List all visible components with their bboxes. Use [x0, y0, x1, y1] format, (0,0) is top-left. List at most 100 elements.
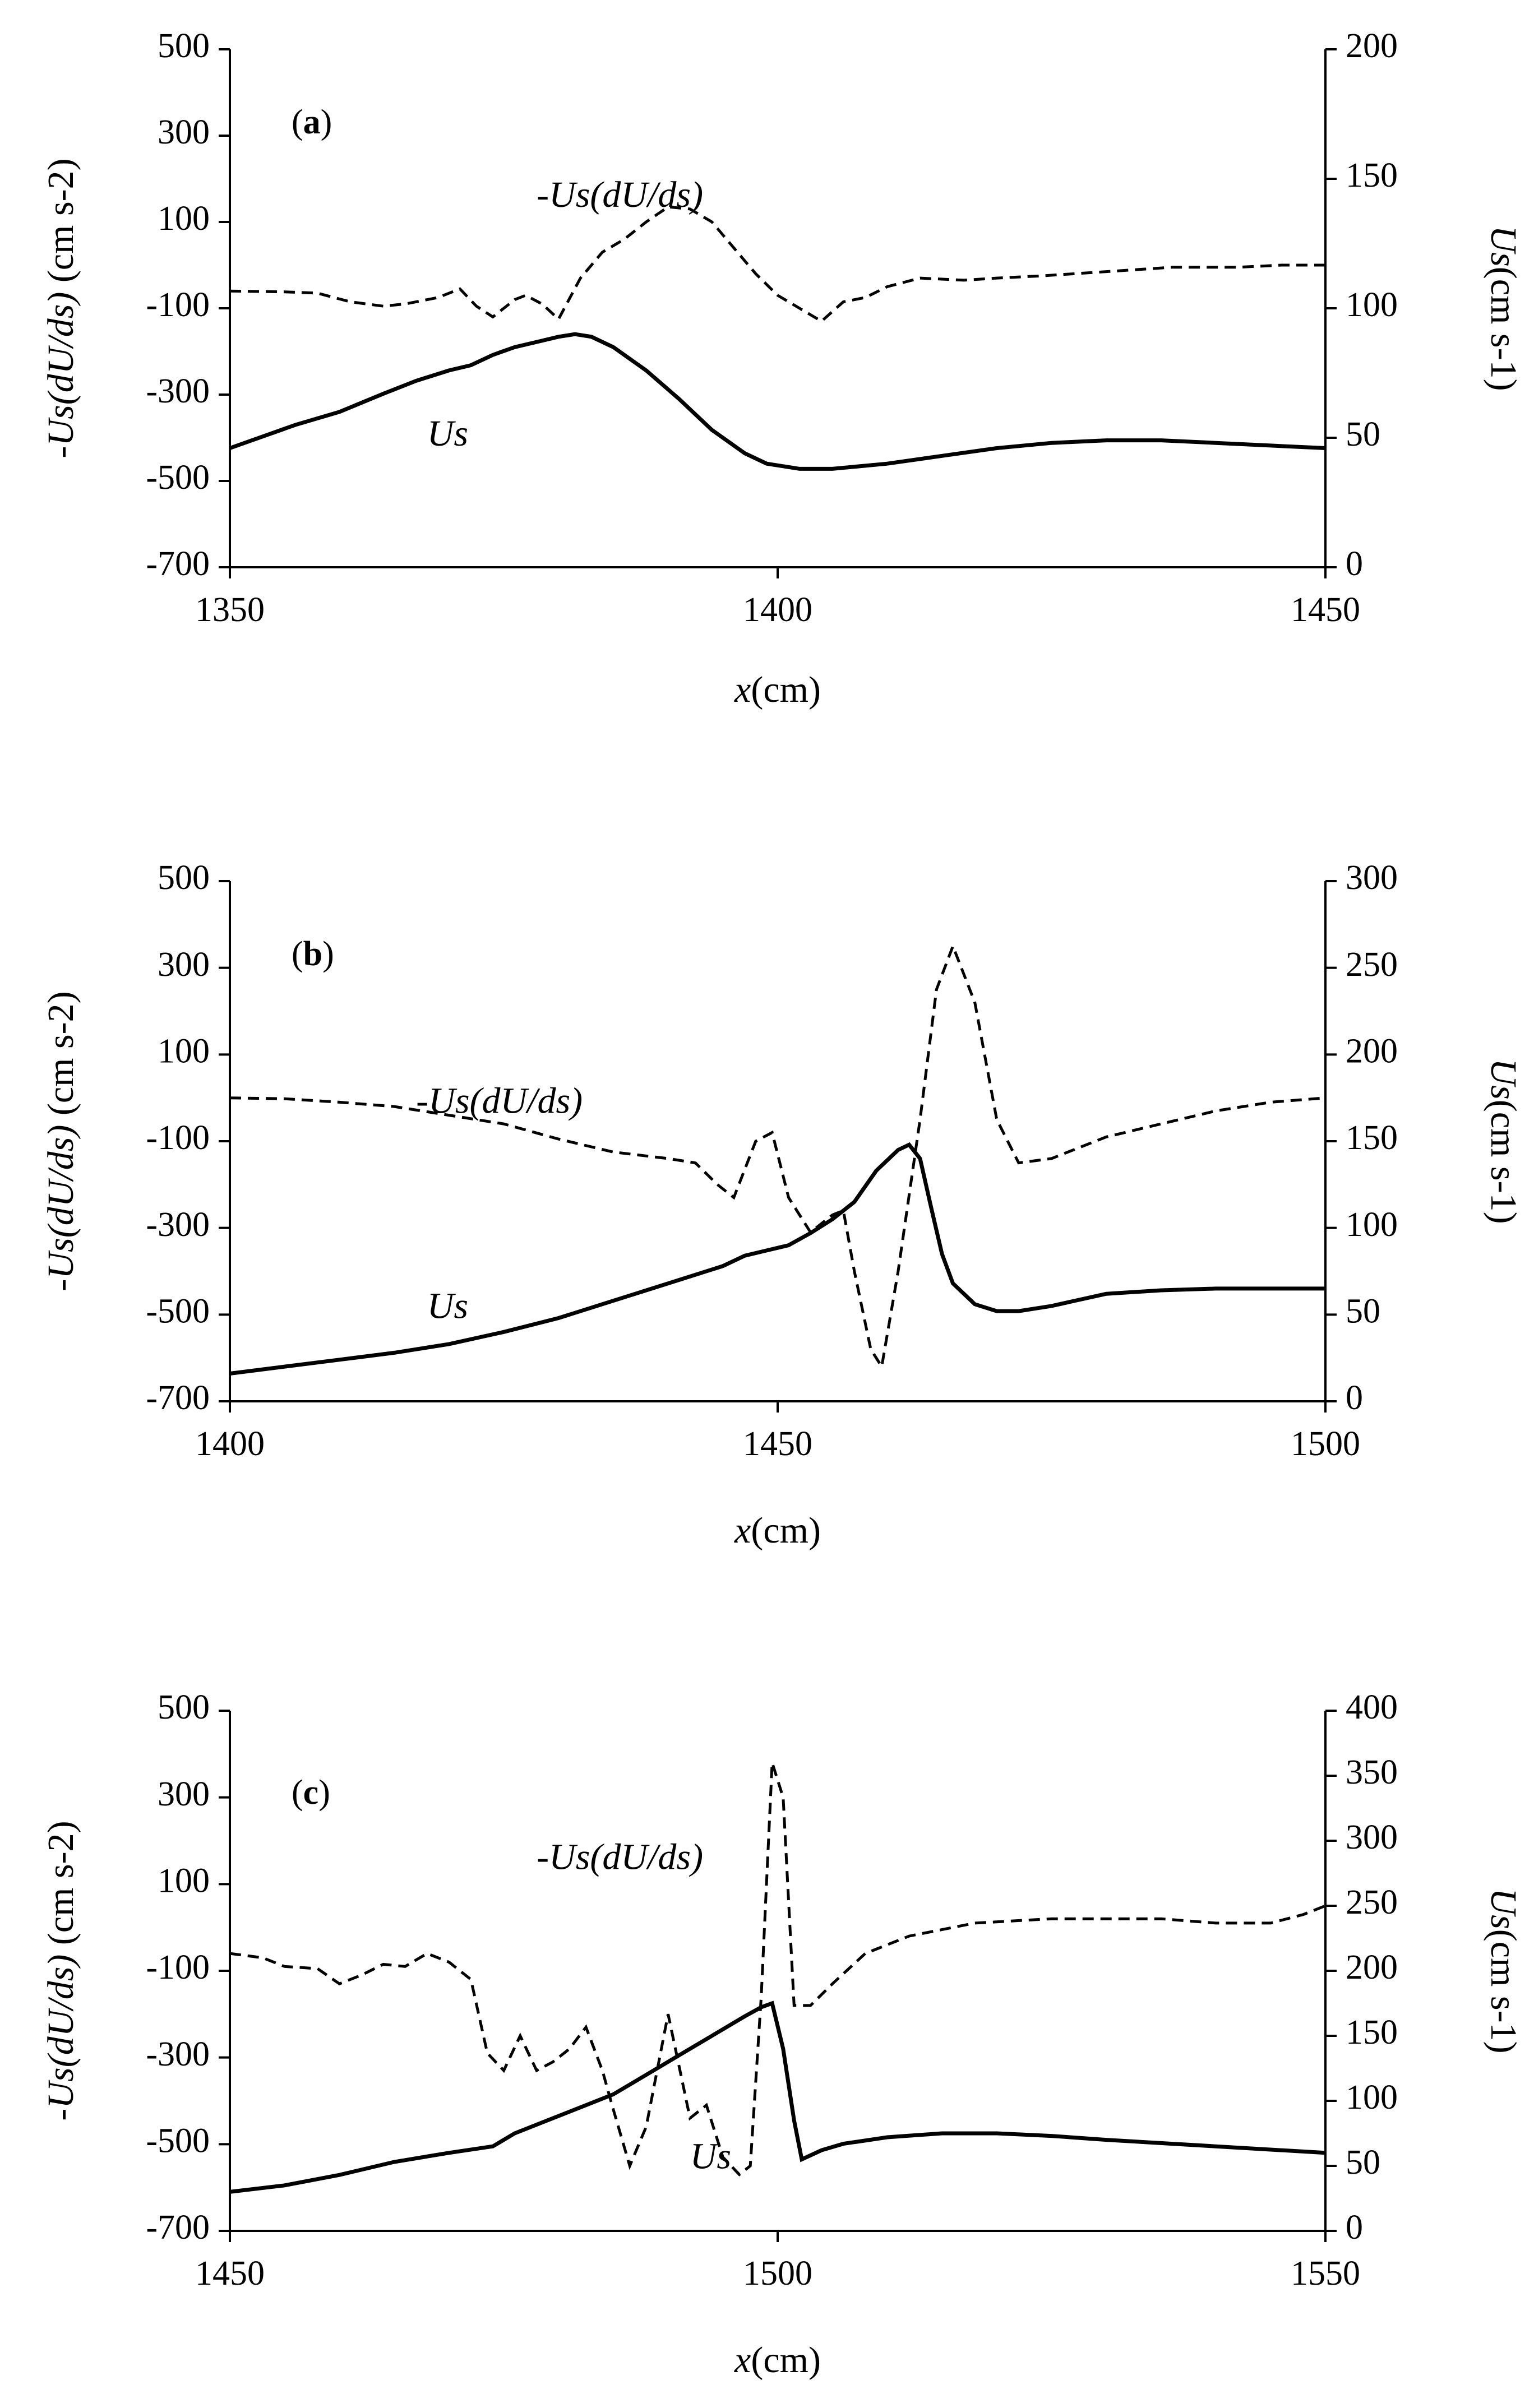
- panel-label-letter: b: [303, 935, 322, 973]
- left-y-tick-label: 300: [158, 113, 210, 151]
- right-y-tick-label: 300: [1346, 859, 1398, 897]
- left-y-tick-labels: 500 300 100 -100 -300 -500 -700: [146, 859, 210, 1417]
- left-y-axis-title: -Us(dU/ds) (cm s-2): [40, 991, 81, 1291]
- x-axis-unit: (cm): [751, 669, 821, 710]
- x-tick-labels: 1350 1400 1450: [195, 591, 1360, 629]
- x-axis-var: x: [734, 1510, 751, 1551]
- left-y-tick-label: 500: [158, 1688, 210, 1726]
- x-tick-label: 1550: [1291, 2254, 1360, 2293]
- right-y-tick-label: 100: [1346, 2078, 1398, 2117]
- left-y-tick-label: -300: [146, 1206, 210, 1244]
- right-y-axis-var: Us: [1483, 1888, 1524, 1929]
- right-y-tick-labels: 200 150 100 50 0: [1346, 27, 1398, 583]
- chart-panel-b: 500 300 100 -100 -300 -500 -700 300 250 …: [40, 859, 1524, 1551]
- right-y-tick-label: 200: [1346, 27, 1398, 65]
- series-label-us: Us: [427, 1286, 468, 1327]
- right-y-tick-label: 50: [1346, 415, 1380, 453]
- series-line-neg-us-dUds: [229, 205, 1325, 323]
- right-y-axis-title: Us(cm s-1): [1483, 1058, 1524, 1224]
- series-label-us: Us: [690, 2136, 731, 2177]
- right-y-tick-label: 150: [1346, 1119, 1398, 1157]
- left-y-tick-label: -300: [146, 2035, 210, 2073]
- panel-label: (c): [292, 1773, 330, 1812]
- tick-marks: [219, 48, 1337, 578]
- right-y-tick-label: 150: [1346, 156, 1398, 195]
- panel-label-letter: a: [303, 103, 321, 141]
- series-line-us: [229, 332, 1326, 471]
- left-y-tick-label: 100: [158, 1862, 210, 1900]
- panel-label: (b): [292, 935, 334, 973]
- right-y-tick-label: 350: [1346, 1753, 1398, 1791]
- x-axis-var: x: [734, 2340, 751, 2381]
- series-line-us: [229, 1142, 1325, 1376]
- left-y-axis-unit: (cm s-2): [40, 1821, 81, 1954]
- left-y-tick-label: -500: [146, 2122, 210, 2160]
- chart-panel-c: 500 300 100 -100 -300 -500 -700 400 350 …: [40, 1688, 1524, 2381]
- left-y-tick-label: -300: [146, 372, 210, 410]
- x-tick-label: 1450: [743, 1425, 812, 1463]
- panel-label-open: (: [292, 1773, 303, 1812]
- right-y-tick-labels: 300 250 200 150 100 50 0: [1346, 859, 1398, 1417]
- right-y-tick-label: 100: [1346, 286, 1398, 324]
- right-y-tick-label: 250: [1346, 946, 1398, 984]
- right-y-axis-unit: (cm s-1): [1483, 1929, 1524, 2054]
- left-y-tick-label: -500: [146, 459, 210, 497]
- right-y-axis-title: Us(cm s-1): [1483, 225, 1524, 391]
- series-label-neg-us-dUds: -Us(dU/ds): [537, 1836, 703, 1877]
- right-y-tick-label: 0: [1346, 1379, 1363, 1417]
- left-y-tick-label: -500: [146, 1293, 210, 1331]
- x-tick-label: 1400: [743, 591, 812, 629]
- chart-panel-a: 500 300 100 -100 -300 -500 -700 200 150 …: [40, 27, 1524, 710]
- left-y-tick-label: 500: [158, 27, 210, 65]
- left-y-tick-labels: 500 300 100 -100 -300 -500 -700: [146, 27, 210, 583]
- left-y-axis-var: -Us(dU/ds): [40, 292, 81, 459]
- left-y-axis-unit: (cm s-2): [40, 158, 81, 291]
- left-y-axis-unit: (cm s-2): [40, 991, 81, 1124]
- x-tick-label: 1450: [195, 2254, 265, 2293]
- left-y-tick-label: -700: [146, 1379, 210, 1417]
- right-y-axis-unit: (cm s-1): [1483, 267, 1524, 391]
- panel-label-open: (: [292, 935, 303, 973]
- right-y-tick-label: 200: [1346, 1948, 1398, 1986]
- series-label-us: Us: [427, 413, 468, 454]
- right-y-axis-var: Us: [1483, 1058, 1524, 1099]
- x-axis-title: x(cm): [734, 2340, 821, 2381]
- left-y-tick-labels: 500 300 100 -100 -300 -500 -700: [146, 1688, 210, 2247]
- left-y-axis-title: -Us(dU/ds) (cm s-2): [40, 158, 81, 458]
- left-y-tick-label: -700: [146, 545, 210, 583]
- right-y-tick-label: 50: [1346, 1293, 1380, 1331]
- panel-label-close: ): [318, 1773, 330, 1812]
- series-line-neg-us-dUds: [229, 942, 1326, 1370]
- right-y-tick-label: 200: [1346, 1032, 1398, 1071]
- right-y-tick-label: 0: [1346, 2208, 1363, 2247]
- left-y-tick-label: 100: [158, 200, 210, 238]
- series-line-neg-us-dUds: [229, 1762, 1326, 2177]
- left-y-axis-title: -Us(dU/ds) (cm s-2): [40, 1821, 81, 2120]
- left-y-tick-label: 300: [158, 946, 210, 984]
- x-tick-labels: 1400 1450 1500: [195, 1425, 1360, 1463]
- x-tick-label: 1350: [195, 591, 265, 629]
- right-y-axis-unit: (cm s-1): [1483, 1100, 1524, 1224]
- panel-label-close: ): [321, 103, 332, 141]
- panel-label-close: ): [322, 935, 334, 973]
- right-y-tick-label: 0: [1346, 545, 1363, 583]
- x-axis-title: x(cm): [734, 1510, 821, 1551]
- left-y-tick-label: -100: [146, 1119, 210, 1157]
- panel-label: (a): [292, 103, 332, 141]
- x-tick-label: 1450: [1291, 591, 1360, 629]
- right-y-tick-label: 400: [1346, 1688, 1398, 1726]
- panel-label-letter: c: [303, 1773, 319, 1812]
- left-y-tick-label: -100: [146, 286, 210, 324]
- right-y-tick-label: 250: [1346, 1883, 1398, 1921]
- left-y-tick-label: 100: [158, 1032, 210, 1071]
- x-tick-label: 1500: [1291, 1425, 1360, 1463]
- series-line-us: [229, 2001, 1326, 2194]
- x-axis-unit: (cm): [751, 2340, 821, 2381]
- right-y-tick-label: 300: [1346, 1818, 1398, 1856]
- left-y-tick-label: 300: [158, 1775, 210, 1813]
- right-y-axis-var: Us: [1483, 225, 1524, 266]
- right-y-axis-title: Us(cm s-1): [1483, 1888, 1524, 2053]
- x-axis-unit: (cm): [751, 1510, 821, 1551]
- tick-marks: [219, 1710, 1337, 2242]
